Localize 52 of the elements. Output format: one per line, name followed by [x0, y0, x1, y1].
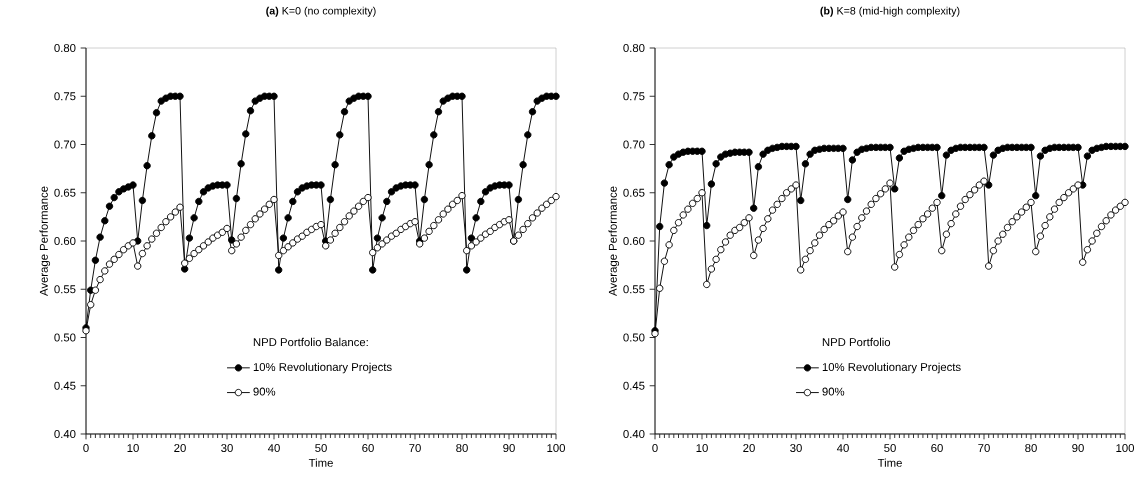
x-tick-label: 90	[503, 444, 515, 453]
x-tick-label: 40	[267, 444, 280, 453]
y-tick-label: 0.70	[54, 140, 76, 149]
x-tick-label: 60	[362, 444, 374, 453]
y-tick-label: 0.60	[623, 237, 645, 246]
x-tick-label: 80	[456, 444, 468, 453]
y-tick-label: 0.55	[54, 285, 76, 294]
x-tick-label: 0	[652, 444, 658, 453]
x-tick-label: 20	[174, 444, 186, 453]
y-axis-title: Average Performance	[608, 186, 620, 296]
chart-title: (a) K=0 (no complexity)	[266, 6, 376, 17]
x-tick-label: 30	[221, 444, 233, 453]
chart-title: (b) K=8 (mid-high complexity)	[820, 6, 960, 17]
x-tick-label: 40	[836, 444, 849, 453]
x-tick-label: 100	[547, 444, 566, 453]
y-axis-title: Average Performance	[39, 186, 51, 296]
y-tick-label: 0.75	[54, 92, 76, 101]
x-tick-label: 20	[743, 444, 755, 453]
legend-label: 10% Revolutionary Projects	[253, 362, 392, 374]
x-axis-title: Time	[308, 458, 333, 467]
y-tick-label: 0.50	[623, 333, 645, 342]
legend-label: 90%	[253, 387, 276, 396]
legend-label: 90%	[822, 387, 845, 396]
y-tick-label: 0.65	[623, 188, 645, 197]
x-tick-label: 50	[315, 444, 327, 453]
x-axis-title: Time	[877, 458, 902, 467]
y-tick-label: 0.40	[623, 430, 645, 439]
y-tick-label: 0.80	[54, 44, 76, 53]
y-tick-label: 0.70	[623, 140, 645, 149]
y-tick-label: 0.40	[54, 430, 76, 439]
y-tick-label: 0.55	[623, 285, 645, 294]
y-tick-label: 0.65	[54, 188, 76, 197]
x-tick-label: 0	[83, 444, 89, 453]
y-tick-label: 0.45	[623, 381, 645, 390]
x-tick-label: 90	[1072, 444, 1084, 453]
legend-title: NPD Portfolio	[822, 337, 891, 347]
x-tick-label: 80	[1025, 444, 1037, 453]
x-tick-label: 30	[790, 444, 802, 453]
y-tick-label: 0.45	[54, 381, 76, 390]
x-tick-label: 70	[409, 444, 421, 453]
legend-title: NPD Portfolio Balance:	[253, 337, 368, 347]
y-tick-label: 0.50	[54, 333, 76, 342]
legend-label: 10% Revolutionary Projects	[822, 362, 961, 374]
x-tick-label: 10	[127, 444, 139, 453]
x-tick-label: 100	[1116, 444, 1135, 453]
x-tick-label: 10	[696, 444, 708, 453]
y-tick-label: 0.75	[623, 92, 645, 101]
x-tick-label: 50	[884, 444, 896, 453]
y-tick-label: 0.60	[54, 237, 76, 246]
x-tick-label: 70	[978, 444, 990, 453]
x-tick-label: 60	[931, 444, 943, 453]
y-tick-label: 0.80	[623, 44, 645, 53]
